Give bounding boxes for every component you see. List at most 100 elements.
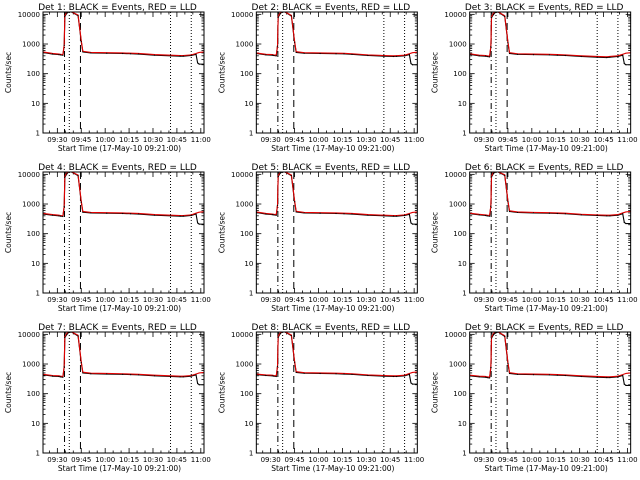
events-point: [492, 172, 495, 174]
events-point: [80, 201, 82, 203]
series-group: [43, 332, 204, 386]
plot-frame: [255, 11, 418, 134]
events-point: [130, 373, 132, 376]
events-point: [492, 13, 495, 15]
events-point: [319, 372, 321, 375]
y-tick-label: 1000: [22, 41, 40, 49]
events-point: [335, 212, 337, 215]
y-tick-label: 10: [244, 260, 253, 268]
events-point: [276, 45, 279, 47]
events-point: [198, 384, 200, 386]
x-tick-label: 10:30: [356, 296, 376, 304]
x-axis-label: Start Time (17-May-10 09:21:00): [271, 464, 394, 473]
y-tick-label: 1000: [22, 361, 40, 369]
events-point: [367, 214, 369, 216]
events-point: [195, 213, 197, 215]
events-point: [490, 366, 492, 369]
events-point: [486, 376, 488, 379]
events-point: [625, 384, 627, 387]
events-point: [197, 222, 199, 224]
events-point: [383, 215, 385, 217]
events-point: [623, 383, 625, 385]
events-point: [66, 173, 68, 175]
y-tick-label: 1000: [236, 201, 254, 209]
events-point: [488, 377, 491, 379]
x-tick-label: 10:30: [570, 136, 590, 144]
events-point: [564, 374, 566, 377]
events-point: [622, 54, 624, 56]
x-tick-label: 10:45: [593, 456, 613, 464]
x-tick-label: 09:45: [284, 296, 304, 304]
events-point: [319, 212, 321, 214]
events-point: [179, 215, 181, 217]
events-point: [532, 53, 535, 56]
x-tick-label: 10:45: [167, 136, 187, 144]
events-point: [507, 362, 509, 364]
x-tick-label: 10:15: [119, 136, 139, 144]
x-tick-label: 09:30: [261, 296, 281, 304]
events-point: [82, 372, 84, 374]
x-tick-label: 11:00: [617, 456, 637, 464]
events-point: [62, 54, 64, 56]
events-point: [273, 214, 275, 216]
events-point: [396, 215, 398, 217]
chart-panel-det-2: Det 2: BLACK = Events, RED = LLD 1 10 100 10…: [217, 3, 424, 153]
chart-panel-det-7: Det 7: BLACK = Events, RED = LLD 1 10 100 10…: [4, 323, 211, 473]
events-point: [392, 55, 395, 58]
plot-frame: [42, 11, 205, 134]
events-point: [265, 374, 267, 377]
events-point: [488, 56, 491, 58]
x-tick-label: 09:45: [284, 456, 304, 464]
events-point: [623, 221, 625, 223]
series-lld-line: [469, 172, 631, 217]
events-point: [504, 15, 506, 18]
events-point: [77, 15, 79, 17]
events-point: [507, 42, 509, 44]
events-point: [303, 372, 305, 374]
events-point: [606, 56, 608, 59]
events-point: [507, 201, 509, 203]
x-tick-label: 10:30: [570, 296, 590, 304]
chart-panel-det-9: Det 9: BLACK = Events, RED = LLD 1 10 100 10…: [431, 323, 638, 473]
y-tick-label: 1: [249, 130, 253, 138]
x-tick-label: 09:30: [47, 296, 67, 304]
series-group: [469, 332, 631, 387]
events-point: [609, 56, 611, 58]
x-tick-label: 10:15: [119, 296, 139, 304]
events-point: [80, 362, 82, 364]
events-point: [90, 212, 92, 214]
x-tick-label: 09:45: [71, 136, 91, 144]
events-point: [343, 213, 345, 215]
events-point: [617, 214, 619, 216]
events-point: [59, 215, 62, 217]
x-tick-label: 09:30: [47, 456, 67, 464]
events-point: [548, 212, 550, 214]
y-tick-label: 10: [244, 100, 253, 108]
x-tick-label: 10:00: [308, 296, 328, 304]
events-point: [383, 55, 385, 57]
events-point: [609, 215, 611, 217]
x-tick-label: 10:00: [522, 456, 542, 464]
events-point: [609, 376, 611, 379]
y-tick-label: 10000: [18, 171, 40, 179]
events-point: [504, 174, 506, 177]
events-point: [138, 53, 140, 55]
x-tick-label: 10:30: [570, 456, 590, 464]
y-tick-label: 1: [36, 450, 40, 458]
events-point: [351, 373, 353, 375]
events-point: [295, 51, 297, 54]
events-point: [478, 214, 480, 216]
events-point: [486, 55, 488, 58]
events-point: [138, 213, 140, 215]
events-point: [617, 376, 619, 378]
x-tick-label: 09:30: [474, 456, 494, 464]
events-point: [564, 213, 566, 215]
y-axis-label: Counts/sec: [4, 212, 13, 253]
events-point: [508, 210, 511, 213]
events-point: [343, 53, 345, 55]
x-tick-label: 11:00: [617, 136, 637, 144]
events-point: [130, 53, 132, 55]
x-tick-label: 09:45: [498, 456, 518, 464]
x-tick-label: 10:30: [143, 136, 163, 144]
y-tick-label: 10000: [444, 11, 466, 19]
